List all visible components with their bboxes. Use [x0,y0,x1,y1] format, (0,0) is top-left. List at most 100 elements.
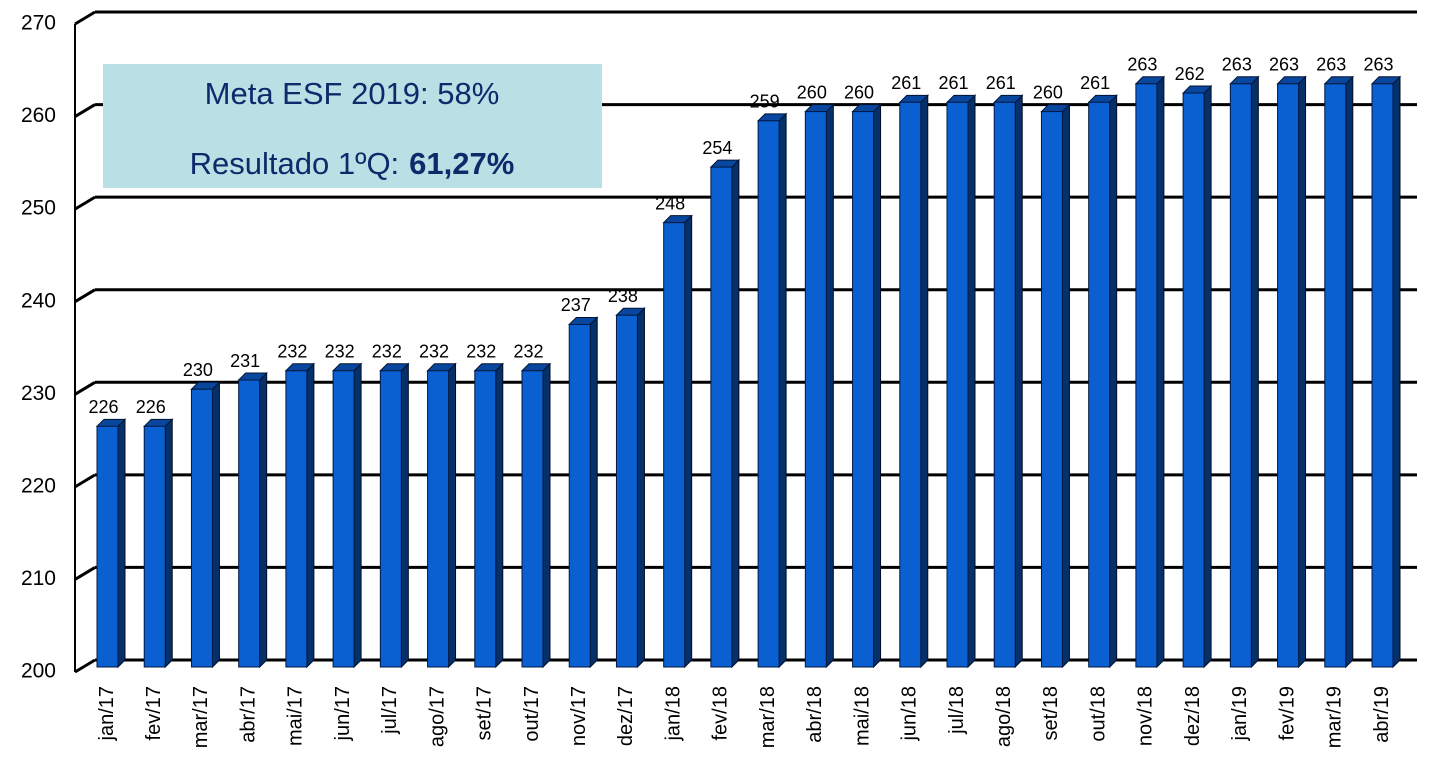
x-tick-label: jun/17 [332,686,354,742]
bar [757,120,780,668]
bar [1371,83,1394,668]
grid-line-depth [74,288,96,304]
value-label: 238 [608,286,638,306]
annotation-text: Resultado 1ºQ: [190,146,400,181]
bar [332,370,355,668]
value-label: 262 [1175,64,1205,84]
bar-side [353,362,362,669]
x-tick-label: mar/17 [190,686,212,748]
bar-side [1109,94,1118,669]
bar [1182,92,1205,668]
y-tick-label: 260 [21,104,56,127]
value-label: 226 [136,397,166,417]
bar [710,166,733,668]
bar-side [117,418,126,669]
x-tick-label: dez/17 [615,686,637,746]
grid-line-depth [74,380,96,396]
bar [663,222,686,668]
value-label: 260 [844,82,874,102]
x-tick-label: nov/18 [1135,686,1157,746]
y-tick-label: 230 [21,382,56,405]
grid-line-depth [74,10,96,26]
bar-side [1061,103,1070,669]
bar [1135,83,1158,668]
x-tick-label: jun/18 [899,686,921,742]
value-label: 260 [1033,82,1063,102]
bar-side [1250,75,1259,669]
value-label: 232 [325,342,355,362]
bar [1324,83,1347,668]
x-tick-label: jan/18 [662,686,684,742]
grid-line-depth [74,473,96,489]
bar [521,370,544,668]
value-label: 230 [183,360,213,380]
y-tick-label: 250 [21,197,56,220]
value-label: 263 [1269,55,1299,75]
bar-side [448,362,457,669]
bar-side [400,362,409,669]
value-label: 254 [702,138,732,158]
x-tick-label: fev/18 [710,686,732,740]
value-label: 232 [419,342,449,362]
bar-side [306,362,315,669]
bar [993,101,1016,668]
annotation-line1: Meta ESF 2019: 58% [205,76,500,111]
annotation-line2: Resultado 1ºQ: 61,27% [190,146,515,181]
y-tick-label: 220 [21,474,56,497]
value-label: 232 [372,342,402,362]
value-label: 232 [466,342,496,362]
bar-side [684,214,693,669]
x-tick-label: out/17 [521,686,543,742]
bar-side [778,112,787,669]
value-label: 263 [1363,55,1393,75]
y-tick-label: 200 [21,660,56,683]
bar-side [211,381,220,669]
bar [96,425,119,668]
bar [190,388,213,668]
value-label: 231 [230,351,260,371]
bar-side [825,103,834,669]
bar-side [1203,84,1212,669]
x-tick-label: jul/18 [946,686,968,735]
bar [568,323,591,668]
x-tick-label: ago/18 [993,686,1015,747]
bar [427,370,450,668]
value-label: 259 [750,92,780,112]
bar [899,101,922,668]
bar-side [495,362,504,669]
bar [1277,83,1300,668]
x-tick-label: out/18 [1087,686,1109,742]
x-tick-label: ago/17 [426,686,448,747]
value-label: 260 [797,82,827,102]
x-tick-label: fev/17 [143,686,165,740]
bar [1040,111,1063,668]
annotation-emphasis: 61,27% [409,146,514,181]
x-tick-label: abr/19 [1371,686,1393,743]
x-tick-label: jul/17 [379,686,401,735]
bar [474,370,497,668]
value-label: 261 [986,73,1016,93]
value-label: 237 [561,295,591,315]
x-tick-label: dez/18 [1182,686,1204,746]
bar-side [731,158,740,669]
value-label: 226 [88,397,118,417]
value-label: 263 [1127,55,1157,75]
value-label: 261 [1080,73,1110,93]
bar-side [164,418,173,669]
grid-line-depth [74,103,96,118]
value-label: 232 [513,342,543,362]
x-tick-label: jan/17 [96,686,118,742]
x-tick-label: nov/17 [568,686,590,746]
grid-line-depth [74,195,96,211]
annotation-box [103,64,602,188]
x-tick-label: fev/19 [1276,686,1298,740]
x-tick-label: mai/17 [285,686,307,746]
bar [379,370,402,668]
x-tick-label: set/17 [474,686,496,740]
bar-side [1392,75,1401,669]
bar [1088,101,1111,668]
bar-side [1156,75,1165,669]
grid-line-depth [74,658,96,674]
value-label: 248 [655,193,685,213]
bar-side [259,371,268,669]
